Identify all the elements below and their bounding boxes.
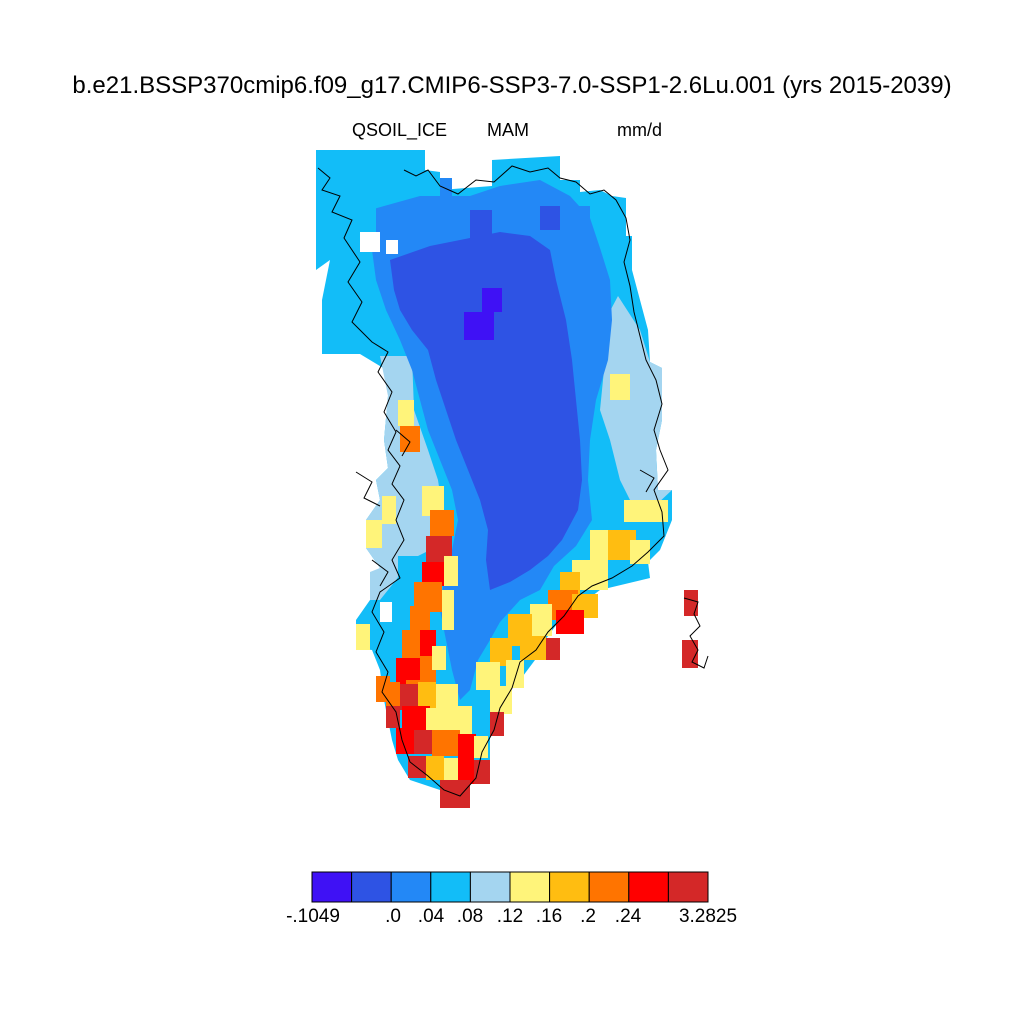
field-cell <box>398 400 414 426</box>
field-cell <box>402 706 430 730</box>
colorbar-swatch <box>430 871 471 903</box>
field-cell <box>432 730 460 756</box>
field-cell <box>474 736 488 758</box>
field-region <box>600 296 672 520</box>
field-layer <box>316 150 698 808</box>
field-cell <box>630 540 650 564</box>
field-cell <box>382 496 396 524</box>
field-cell <box>430 510 454 536</box>
colorbar-tick-label: .12 <box>496 906 524 927</box>
coastline <box>317 165 709 797</box>
field-cell <box>400 684 418 710</box>
field-cell <box>482 288 502 312</box>
field-cell <box>436 684 458 708</box>
plot-title: b.e21.BSSP370cmip6.f09_g17.CMIP6-SSP3-7.… <box>72 72 952 99</box>
colorbar-tick-label: .2 <box>580 906 596 927</box>
field-cell <box>546 638 560 660</box>
colorbar-swatch <box>311 871 353 903</box>
field-cell <box>386 706 400 728</box>
field-cell <box>418 682 436 708</box>
field-cell <box>520 636 546 660</box>
field-cell <box>396 658 420 684</box>
colorbar-tick-label: .04 <box>417 906 445 927</box>
coastline-west <box>317 165 669 797</box>
field-cell <box>476 662 500 690</box>
field-cell <box>684 590 698 616</box>
field-cell <box>444 758 460 782</box>
field-cell <box>682 640 698 668</box>
colorbar-swatch <box>628 871 669 903</box>
field-cell <box>458 756 474 784</box>
colorbar-tick-label: .24 <box>614 906 642 927</box>
coastline-iceland <box>683 597 709 669</box>
field-cell <box>474 760 490 784</box>
variable-label: QSOIL_ICE <box>352 120 448 140</box>
field-region <box>390 232 582 590</box>
colorbar-tick-label: 3.2825 <box>678 906 738 927</box>
field-cell <box>490 712 504 736</box>
season-label: MAM <box>487 120 529 140</box>
field-cell <box>530 604 552 636</box>
colorbar-swatch <box>667 871 709 903</box>
field-cell <box>458 734 476 758</box>
colorbar <box>311 871 709 903</box>
colorbar-swatch <box>469 871 511 903</box>
field-cell <box>426 756 444 780</box>
colorbar-swatch <box>509 871 551 903</box>
field-cell <box>386 240 398 254</box>
field-cell <box>440 178 452 202</box>
field-cell <box>624 500 668 522</box>
colorbar-tick-label: .08 <box>456 906 484 927</box>
field-cell <box>422 486 444 516</box>
field-cell <box>490 686 512 714</box>
field-cell <box>556 610 584 634</box>
field-cell <box>400 426 420 452</box>
field-cell <box>442 590 454 630</box>
colorbar-tick-label: -.1049 <box>286 906 340 927</box>
field-cell <box>464 312 494 340</box>
field-cell <box>432 646 446 670</box>
field-cell <box>356 624 370 650</box>
field-cell <box>366 520 382 548</box>
units-label: mm/d <box>617 120 662 140</box>
colorbar-swatch <box>588 871 630 903</box>
colorbar-swatch <box>390 871 432 903</box>
field-cell <box>490 638 512 666</box>
field-cell <box>540 206 560 230</box>
colorbar-tick-label: .0 <box>385 906 401 927</box>
field-cell <box>458 706 472 736</box>
field-cell <box>414 730 436 754</box>
colorbar-tick-label: .16 <box>535 906 563 927</box>
field-cell <box>408 756 428 778</box>
field-cell <box>402 630 420 666</box>
field-cell <box>610 374 630 400</box>
field-region <box>366 356 444 600</box>
field-cell <box>470 210 492 238</box>
colorbar-swatch <box>549 871 590 903</box>
field-cell <box>506 660 524 688</box>
colorbar-swatch <box>351 871 392 903</box>
field-cell <box>578 206 590 226</box>
field-cell <box>426 708 460 734</box>
coastline-fjords <box>355 429 655 587</box>
field-cell <box>444 556 458 586</box>
field-cell <box>360 232 380 252</box>
field-cell <box>380 602 392 622</box>
field-cell <box>398 556 422 582</box>
